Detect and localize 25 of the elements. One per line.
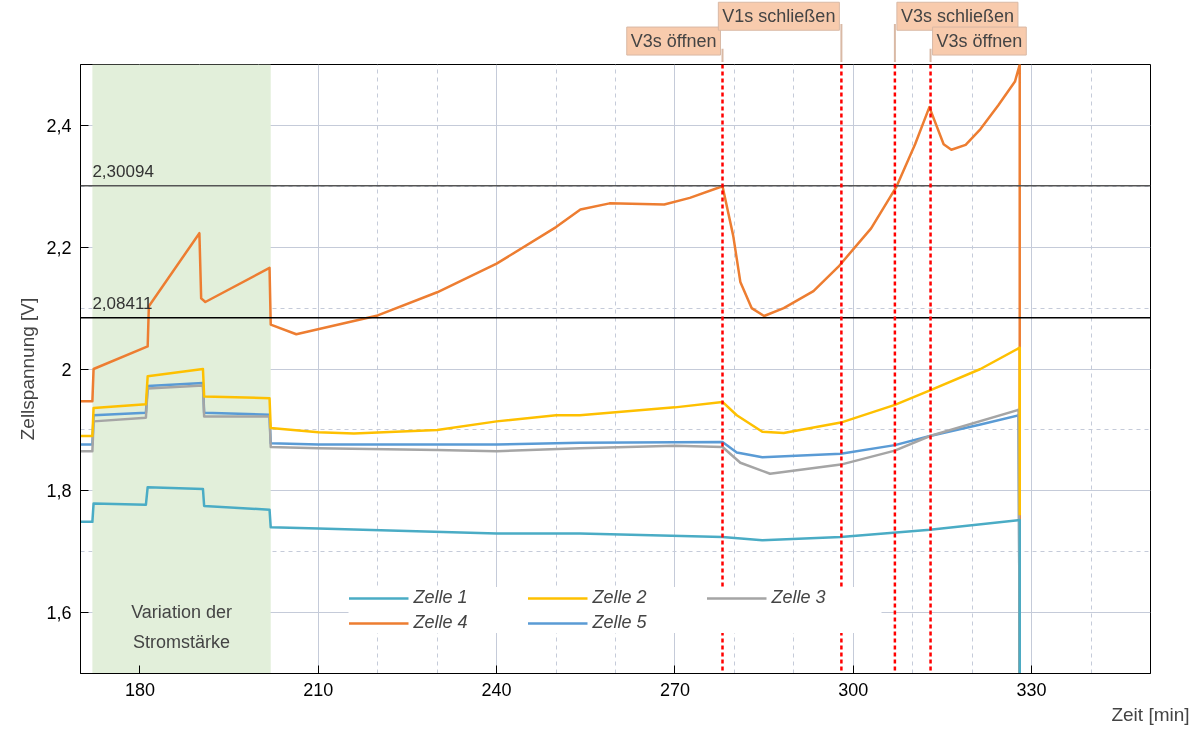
legend-label: Zelle 4	[413, 612, 469, 633]
x-tick-label: 330	[1016, 679, 1047, 700]
ref-line-label: V3s öffnen	[936, 31, 1023, 52]
legend-label: Zelle 2	[592, 587, 648, 608]
ref-line-label: V1s schließen	[722, 6, 836, 27]
x-tick-label: 300	[838, 679, 869, 700]
legend-label: Zelle 3	[771, 587, 827, 608]
ref-line-label: V3s schließen	[900, 6, 1014, 27]
band-label: Variation der Stromstärke	[131, 601, 232, 653]
y-axis-title: Zellspannung [V]	[17, 297, 39, 441]
y-tick-label: 1,6	[46, 603, 72, 624]
y-tick-label: 2,2	[46, 237, 72, 258]
legend-label: Zelle 5	[592, 612, 648, 633]
x-tick-label: 270	[659, 679, 690, 700]
y-tick-label: 1,8	[46, 481, 72, 502]
x-tick-label: 240	[481, 679, 512, 700]
ref-line-label: 2,30094	[92, 161, 154, 181]
y-tick-label: 2	[61, 359, 72, 380]
x-tick-label: 180	[124, 679, 155, 700]
legend-label: Zelle 1	[413, 587, 469, 608]
x-axis-title: Zeit [min]	[1111, 703, 1190, 725]
y-tick-label: 2,4	[46, 115, 72, 136]
ref-line-label: 2,08411	[92, 293, 153, 313]
x-tick-label: 210	[303, 679, 334, 700]
ref-line-label: V3s öffnen	[630, 31, 717, 52]
